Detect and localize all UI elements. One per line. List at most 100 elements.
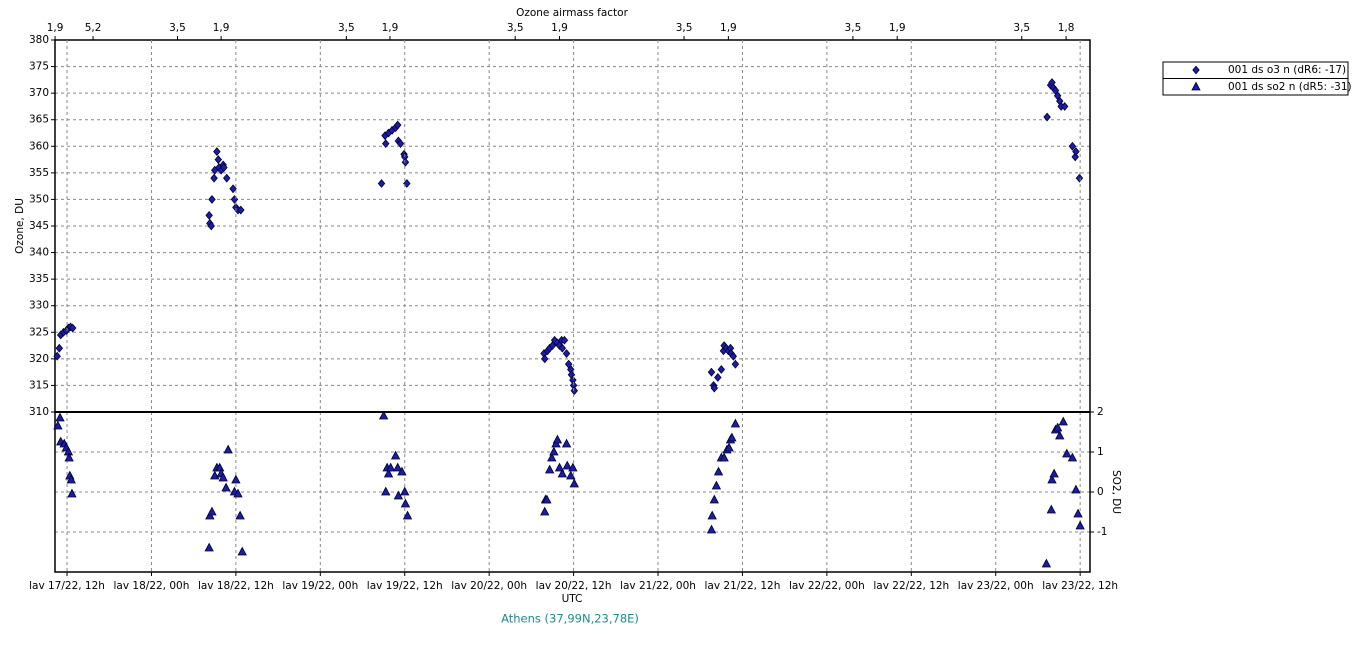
data-point — [393, 120, 402, 130]
data-point — [218, 472, 228, 482]
x-tick-label: lav 21/22, 00h — [620, 580, 696, 592]
data-point — [383, 468, 394, 478]
y-tick-label: 325 — [29, 326, 49, 338]
data-point — [53, 420, 63, 430]
data-point — [566, 470, 576, 480]
data-point — [53, 351, 61, 361]
x2-tick-label: 3,5 — [507, 22, 524, 34]
y-tick-label: 335 — [29, 273, 49, 285]
data-point — [1071, 484, 1081, 494]
y-axis-title: Ozone, DU — [14, 198, 26, 254]
x2-tick-label: 1,9 — [213, 22, 230, 34]
x-tick-label: lav 18/22, 00h — [114, 580, 190, 592]
data-point — [706, 524, 717, 534]
data-point — [1075, 520, 1085, 530]
x-tick-label: lav 23/22, 00h — [958, 580, 1034, 592]
data-point — [229, 184, 237, 194]
data-point — [382, 139, 390, 149]
x-axis-title: UTC — [562, 593, 583, 605]
data-point — [205, 210, 213, 220]
data-point — [724, 442, 734, 452]
y-tick-label: 365 — [29, 114, 49, 126]
x2-tick-label: 1,9 — [889, 22, 906, 34]
x-tick-label: lav 21/22, 12h — [705, 580, 781, 592]
x2-tick-label: 3,5 — [169, 22, 186, 34]
x-tick-label: lav 20/22, 00h — [451, 580, 527, 592]
data-point — [1041, 558, 1052, 568]
data-point — [710, 383, 719, 393]
legend-label: 001 ds o3 n (dR6: -17) — [1228, 64, 1346, 76]
data-point — [557, 468, 568, 478]
data-point — [1073, 508, 1083, 518]
x2-tick-label: 5,2 — [85, 22, 102, 34]
data-point — [1060, 102, 1069, 111]
data-point — [223, 173, 231, 183]
y-tick-label: 355 — [29, 167, 49, 179]
data-point — [549, 446, 559, 456]
data-point — [233, 488, 243, 498]
data-point — [237, 546, 247, 556]
data-point — [570, 386, 579, 396]
data-point — [731, 359, 740, 369]
y-tick-label: 350 — [29, 193, 49, 205]
y2-tick-label: 2 — [1097, 406, 1104, 418]
data-point — [67, 488, 77, 498]
data-point — [378, 410, 389, 420]
data-point — [210, 173, 218, 183]
data-point — [711, 480, 722, 490]
x-tick-label: lav 22/22, 12h — [873, 580, 949, 592]
legend: 001 ds o3 n (dR6: -17) 001 ds so2 n (dR5:… — [1162, 61, 1352, 96]
data-point — [562, 349, 571, 358]
data-point — [381, 486, 391, 496]
data-point — [1071, 152, 1079, 162]
data-point — [66, 474, 76, 484]
data-point — [541, 354, 549, 364]
data-point — [1047, 474, 1057, 484]
legend-marker — [1192, 65, 1200, 75]
data-point — [1055, 430, 1065, 440]
data-point — [1072, 147, 1080, 157]
x-tick-label: lav 19/22, 00h — [282, 580, 358, 592]
x-tick-label: lav 23/22, 12h — [1042, 580, 1118, 592]
data-point — [397, 466, 407, 476]
data-point — [717, 365, 726, 374]
x-tick-label: lav 20/22, 12h — [536, 580, 612, 592]
data-point — [554, 462, 565, 472]
x2-tick-label: 3,5 — [845, 22, 862, 34]
data-point — [1058, 416, 1068, 426]
data-point — [390, 450, 401, 460]
data-point — [729, 351, 738, 361]
data-point — [730, 418, 741, 428]
data-point — [213, 147, 221, 157]
data-point — [401, 157, 410, 167]
data-point — [540, 506, 550, 516]
data-point — [568, 462, 578, 472]
y2-tick-label: 0 — [1097, 486, 1104, 498]
data-point — [204, 542, 214, 552]
data-point — [400, 486, 410, 496]
x2-tick-label: 1,9 — [47, 22, 64, 34]
legend-marker — [1191, 81, 1201, 91]
data-point — [208, 195, 216, 204]
legend-label: 001 ds so2 n (dR5: -31) — [1228, 81, 1352, 93]
x2-tick-label: 1,9 — [720, 22, 737, 34]
x2-tick-label: 1,9 — [551, 22, 568, 34]
data-point — [569, 478, 579, 488]
data-point — [1043, 112, 1051, 122]
data-point — [393, 462, 403, 472]
x2-tick-label: 3,5 — [1013, 22, 1030, 34]
data-point — [707, 510, 717, 520]
data-point — [714, 373, 722, 382]
data-point — [562, 460, 572, 470]
y-tick-label: 320 — [29, 353, 49, 365]
data-point — [400, 498, 411, 508]
data-point — [221, 482, 231, 492]
data-point — [727, 432, 737, 442]
x-tick-label: lav 17/22, 12h — [29, 580, 105, 592]
x2-tick-label: 3,5 — [338, 22, 355, 34]
data-point — [560, 335, 569, 345]
data-point — [235, 510, 245, 520]
y2-axis-title: SO2, DU — [1110, 470, 1122, 514]
